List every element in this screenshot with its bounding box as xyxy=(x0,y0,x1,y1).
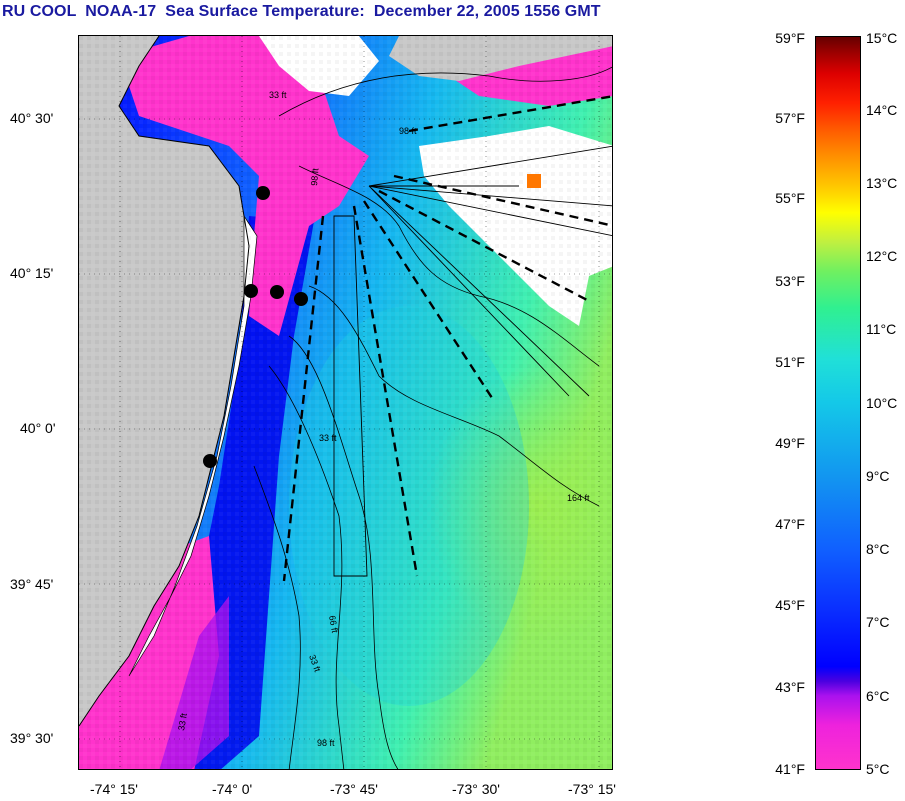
dashed-transects xyxy=(282,95,612,582)
colorbar-c-label: 7°C xyxy=(866,614,890,630)
station-marker[interactable] xyxy=(244,284,258,298)
colorbar-c-label: 13°C xyxy=(866,175,898,191)
colorbar-c-label: 8°C xyxy=(866,541,890,557)
colorbar-f-label: 59°F xyxy=(775,30,805,46)
lat-label: 39° 30' xyxy=(10,730,54,746)
lon-label: -73° 15' xyxy=(568,781,616,797)
isobath-label: 33 ft xyxy=(319,433,337,443)
colorbar-c-label: 12°C xyxy=(866,248,898,264)
isobath-label: 98 ft xyxy=(317,738,335,748)
temperature-colorbar xyxy=(815,36,861,770)
colorbar-f-label: 41°F xyxy=(775,761,805,777)
lon-label: -74° 15' xyxy=(90,781,138,797)
warm-patch xyxy=(527,174,541,188)
colorbar-c-label: 10°C xyxy=(866,395,898,411)
lat-label: 39° 45' xyxy=(10,576,54,592)
sst-map-canvas: 33 ft 98 ft 98 ft 164 ft 33 ft 66 ft 33 … xyxy=(79,36,612,769)
map-title: RU COOL NOAA-17 Sea Surface Temperature:… xyxy=(2,3,601,20)
isobath-label: 164 ft xyxy=(567,493,590,503)
colorbar-f-label: 49°F xyxy=(775,435,805,451)
lat-lon-grid xyxy=(79,36,612,769)
colorbar-c-label: 11°C xyxy=(866,321,897,337)
isobath-label: 33 ft xyxy=(269,90,287,100)
sst-map: 33 ft 98 ft 98 ft 164 ft 33 ft 66 ft 33 … xyxy=(78,35,613,770)
colorbar-c-label: 14°C xyxy=(866,102,898,118)
lon-label: -73° 45' xyxy=(330,781,378,797)
isobath-label: 98 ft xyxy=(399,126,417,136)
colorbar-f-label: 51°F xyxy=(775,354,805,370)
pixel-texture xyxy=(79,36,612,769)
isobath-label: 33 ft xyxy=(176,712,189,731)
isobath-label: 66 ft xyxy=(327,615,340,634)
colorbar-f-label: 45°F xyxy=(775,597,805,613)
colorbar-f-label: 57°F xyxy=(775,110,805,126)
colorbar-c-label: 5°C xyxy=(866,761,890,777)
lat-label: 40° 30' xyxy=(10,110,54,126)
colorbar-c-label: 6°C xyxy=(866,688,890,704)
isobath-contours xyxy=(253,66,612,769)
colorbar-f-label: 55°F xyxy=(775,190,805,206)
station-marker[interactable] xyxy=(256,186,270,200)
colorbar-f-label: 43°F xyxy=(775,679,805,695)
station-marker[interactable] xyxy=(203,454,217,468)
colorbar-f-label: 53°F xyxy=(775,273,805,289)
lon-label: -74° 0' xyxy=(212,781,253,797)
station-marker[interactable] xyxy=(270,285,284,299)
lat-label: 40° 15' xyxy=(10,265,54,281)
colorbar-c-label: 15°C xyxy=(866,30,898,46)
lon-label: -73° 30' xyxy=(452,781,500,797)
colorbar-f-label: 47°F xyxy=(775,516,805,532)
station-marker[interactable] xyxy=(294,292,308,306)
lat-label: 40° 0' xyxy=(20,420,56,436)
colorbar-c-label: 9°C xyxy=(866,468,890,484)
isobath-label: 98 ft xyxy=(309,167,321,186)
